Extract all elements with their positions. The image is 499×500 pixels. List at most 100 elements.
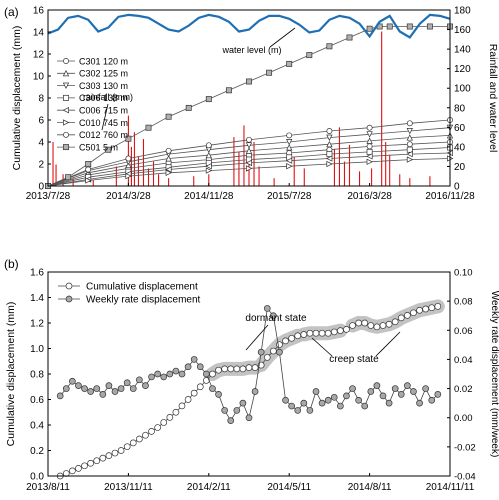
b-series-1-point-45: [330, 393, 338, 401]
b-series-0-point-2: [69, 467, 76, 475]
b-series-0-point-36: [276, 341, 283, 349]
left-tick-label-1: 2: [38, 160, 44, 171]
series-5-point-4: [205, 167, 213, 174]
b-series-0-point-10: [117, 447, 125, 454]
legend-marker-6: [63, 131, 69, 138]
series-7-point-20: [426, 23, 433, 30]
x-tick-label-3: 2015/7/28: [267, 191, 312, 202]
b-series-0-point-14: [142, 431, 149, 439]
b-series-1-point-35: [270, 312, 277, 320]
legend-label-7: C501 5 m: [79, 142, 118, 152]
panel-a-right-ticks: 0 20 40 60 80 100 120 140 160 180: [447, 6, 471, 193]
b-series-1-point-48: [349, 385, 356, 392]
b-series-1-point-59: [416, 399, 423, 407]
right-tick-label-4: 80: [454, 103, 466, 114]
series-7-point-1: [65, 174, 72, 181]
b-series-0-point-45: [330, 328, 338, 336]
water-level-annotation: water level (m): [221, 45, 281, 55]
legend-marker-3: [63, 94, 69, 101]
series-5-point-1: [85, 177, 92, 184]
series-6-point-2: [125, 155, 132, 162]
series-1-point-9: [406, 134, 413, 141]
b-series-1-point-51: [367, 388, 375, 395]
b-right-tick-label-7: 0.10: [454, 268, 473, 279]
series-7-point-3: [105, 146, 112, 153]
panel-a-legend: C301 120 m C302 125 m C303 130 m C306 138 m…: [57, 56, 128, 152]
series-2-point-9: [406, 128, 413, 135]
series-line-7: [47, 26, 450, 187]
water-level-arrow: [269, 27, 296, 48]
x-tick-label-5: 2016/11/28: [425, 191, 475, 202]
water-level-line: [47, 13, 451, 39]
left-tick-label-2: 4: [38, 138, 44, 149]
series-7-point-8: [205, 96, 212, 103]
series-7-point-14: [326, 43, 333, 50]
b-series-0-point-41: [306, 329, 314, 337]
b-series-0-point-25: [209, 370, 216, 378]
b-series-0-point-3: [75, 465, 82, 472]
b-legend-marker-0: [65, 282, 73, 290]
b-series-1-point-20: [178, 370, 186, 378]
right-tick-label-9: 180: [454, 6, 471, 17]
b-series-0-point-17: [160, 419, 168, 426]
left-tick-label-5: 10: [33, 72, 45, 83]
legend-label-3: C306 138 m: [79, 93, 128, 103]
b-series-1-point-26: [215, 391, 222, 398]
b-series-1-point-0: [56, 392, 64, 400]
b-series-1-point-42: [312, 388, 320, 395]
b-series-1-point-58: [410, 388, 417, 395]
series-7-point-12: [286, 60, 293, 67]
legend-label-5: C010 745 m: [79, 118, 128, 128]
panel-b-label: (b): [4, 257, 19, 271]
b-series-0-point-62: [434, 303, 442, 310]
b-right-tick-label-2: 0.00: [454, 413, 473, 424]
series-7-point-11: [266, 69, 273, 76]
series-7-point-10: [246, 78, 252, 85]
b-series-0-point-48: [349, 322, 356, 329]
series-7-point-5: [145, 124, 152, 131]
b-series-0-point-53: [379, 322, 387, 329]
right-tick-label-8: 160: [454, 25, 471, 36]
series-6-point-7: [326, 128, 333, 134]
b-series-1-point-19: [172, 367, 180, 375]
panel-b-left-ticks: 0.0 0.2 0.4 0.6 0.8 1.0 1.2 1.4 1.6: [30, 268, 51, 483]
b-series-0-point-22: [190, 389, 198, 397]
right-tick-label-6: 120: [454, 64, 471, 75]
b-series-0-point-15: [148, 428, 155, 435]
b-left-tick-label-8: 1.6: [30, 268, 44, 279]
creep-state-arrow-right: [375, 331, 401, 357]
b-series-1-point-25: [209, 385, 216, 392]
b-series-0-point-19: [172, 408, 180, 416]
series-3-point-9: [406, 146, 413, 153]
b-series-1-point-57: [404, 382, 411, 390]
b-series-1-point-27: [221, 407, 228, 414]
right-tick-label-7: 140: [454, 45, 471, 56]
b-series-1-point-36: [276, 348, 283, 356]
b-series-1-point-2: [69, 377, 76, 385]
b-series-0-point-57: [404, 312, 411, 319]
series-6-point-3: [165, 147, 172, 154]
legend-label-6: C012 760 m: [79, 130, 128, 140]
b-series-0-point-49: [355, 319, 362, 327]
b-series-1-point-23: [196, 363, 204, 371]
series-2-point-8: [366, 131, 373, 138]
b-series-0-point-60: [422, 305, 429, 313]
b-left-tick-label-1: 0.2: [30, 446, 44, 457]
series-6-point-9: [406, 120, 413, 127]
series-1-point-4: [205, 151, 212, 159]
series-5-point-2: [125, 172, 132, 180]
series-6-point-4: [205, 142, 212, 149]
panel-a-left-ticks: 0 2 4 6 8 10 12 14 16: [33, 6, 51, 193]
x-tick-label-0: 2013/7/28: [26, 191, 71, 202]
b-right-tick-label-3: 0.02: [454, 384, 473, 395]
b-series-1-point-56: [397, 391, 405, 398]
legend-label-4: C006 715 m: [79, 106, 128, 116]
b-series-1-point-9: [111, 388, 119, 395]
panel-a-x-ticks: 2013/7/28 2014/3/28 2014/11/28 2015/7/28 201…: [26, 183, 475, 202]
b-x-tick-label-4: 2014/8/11: [348, 482, 392, 493]
b-series-0-point-52: [373, 323, 381, 331]
series-3-point-8: [366, 148, 373, 155]
b-left-tick-label-6: 1.2: [30, 319, 44, 330]
b-series-1-point-44: [324, 396, 332, 404]
b-series-0-point-18: [166, 414, 174, 421]
